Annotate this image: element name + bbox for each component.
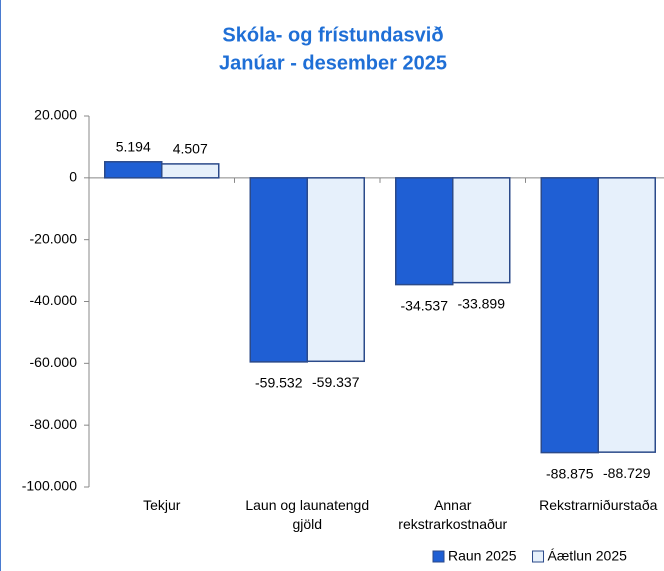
bar (249, 177, 308, 363)
y-tick-label: -60.000 (30, 354, 78, 370)
bar (104, 161, 163, 179)
bar (452, 177, 511, 284)
x-tick-label: Rekstrarniðurstaða (539, 497, 658, 513)
legend-swatch (532, 550, 545, 563)
value-label: 5.194 (116, 138, 151, 154)
legend-swatch (432, 550, 445, 563)
chart-subtitle: Janúar - desember 2025 (219, 52, 447, 74)
bar (597, 177, 656, 453)
y-tick-label: -40.000 (30, 292, 78, 308)
value-label: 4.507 (173, 141, 208, 157)
bar (540, 177, 599, 454)
x-tick-label: Laun og launatengd gjöld (245, 497, 370, 532)
y-tick-label: -100.000 (22, 478, 77, 494)
value-label: -34.537 (401, 297, 449, 313)
bar (395, 177, 454, 286)
y-tick-label: -20.000 (30, 230, 78, 246)
value-label: -88.729 (603, 465, 651, 481)
value-label: -33.899 (458, 295, 506, 311)
y-tick-label: 20.000 (34, 107, 77, 123)
bar (161, 163, 220, 179)
legend-label: Raun 2025 (448, 548, 517, 564)
x-tick-label: Tekjur (143, 497, 181, 513)
legend-label: Áætlun 2025 (548, 548, 628, 564)
value-label: -88.875 (546, 465, 594, 481)
y-tick-label: -80.000 (30, 416, 78, 432)
chart-title: Skóla- og frístundasvið (222, 24, 443, 46)
x-tick-label: Annar rekstrarkostnaður (398, 497, 508, 532)
value-label: -59.337 (312, 374, 360, 390)
value-label: -59.532 (255, 375, 303, 391)
bar (306, 177, 365, 363)
y-tick-label: 0 (69, 169, 77, 185)
